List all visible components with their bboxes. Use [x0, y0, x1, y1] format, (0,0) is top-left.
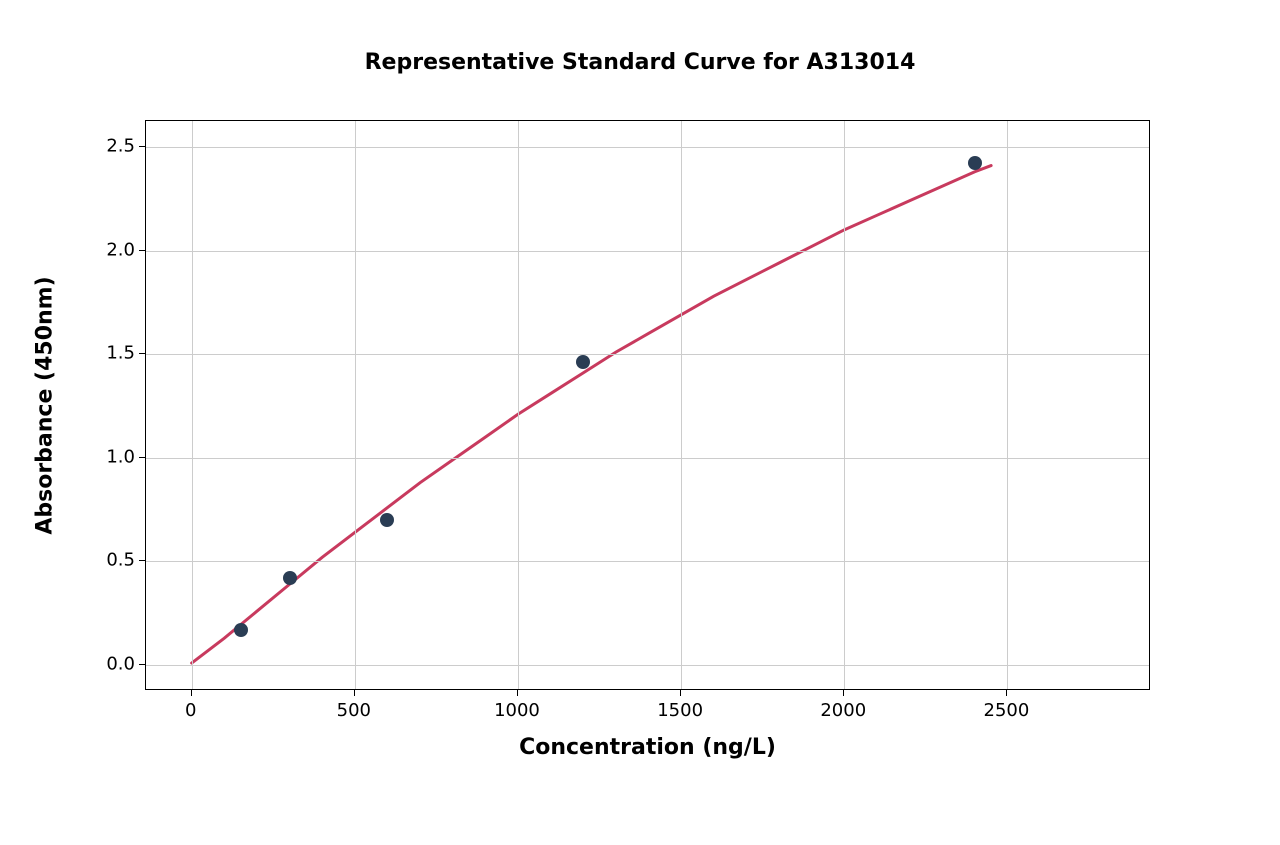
grid-line-v: [192, 121, 193, 689]
grid-line-h: [146, 458, 1149, 459]
y-tick-label: 1.5: [95, 343, 135, 364]
y-tick: [139, 146, 145, 147]
scatter-point: [283, 571, 297, 585]
grid-line-v: [844, 121, 845, 689]
y-tick-label: 0.5: [95, 550, 135, 571]
y-tick: [139, 664, 145, 665]
plot-area: [145, 120, 1150, 690]
x-tick: [843, 690, 844, 696]
scatter-point: [234, 623, 248, 637]
x-tick-label: 0: [185, 700, 196, 721]
curve-line: [146, 121, 1151, 691]
x-tick: [680, 690, 681, 696]
grid-line-h: [146, 561, 1149, 562]
x-tick-label: 2000: [820, 700, 866, 721]
x-tick-label: 1500: [657, 700, 703, 721]
scatter-point: [968, 156, 982, 170]
grid-line-h: [146, 665, 1149, 666]
y-tick: [139, 250, 145, 251]
x-tick: [354, 690, 355, 696]
grid-line-v: [355, 121, 356, 689]
x-tick: [1006, 690, 1007, 696]
chart-container: Representative Standard Curve for A31301…: [0, 0, 1280, 845]
y-tick: [139, 560, 145, 561]
chart-title: Representative Standard Curve for A31301…: [0, 50, 1280, 75]
x-tick: [191, 690, 192, 696]
grid-line-h: [146, 251, 1149, 252]
y-tick-label: 2.5: [95, 135, 135, 156]
x-tick-label: 2500: [984, 700, 1030, 721]
y-axis-label: Absorbance (450nm): [33, 276, 58, 534]
grid-line-v: [518, 121, 519, 689]
grid-line-v: [1007, 121, 1008, 689]
y-tick-label: 2.0: [95, 239, 135, 260]
scatter-point: [380, 513, 394, 527]
curve-path: [192, 166, 991, 663]
scatter-point: [576, 355, 590, 369]
y-tick-label: 1.0: [95, 446, 135, 467]
x-axis-label: Concentration (ng/L): [145, 735, 1150, 760]
grid-line-h: [146, 147, 1149, 148]
x-tick: [517, 690, 518, 696]
y-tick: [139, 457, 145, 458]
y-tick: [139, 353, 145, 354]
x-tick-label: 500: [337, 700, 371, 721]
grid-line-h: [146, 354, 1149, 355]
grid-line-v: [681, 121, 682, 689]
x-tick-label: 1000: [494, 700, 540, 721]
y-tick-label: 0.0: [95, 654, 135, 675]
